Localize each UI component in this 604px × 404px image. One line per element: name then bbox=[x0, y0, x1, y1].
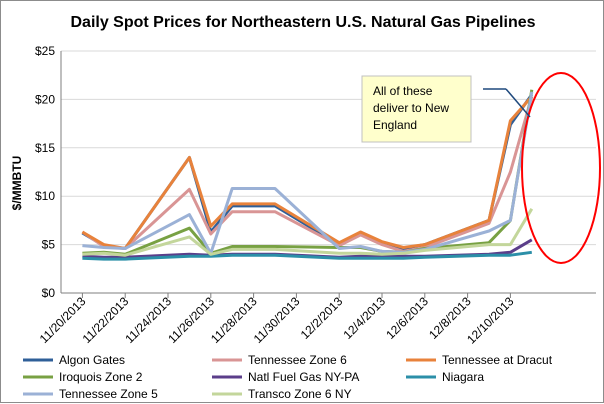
callout-line: All of these bbox=[373, 84, 433, 98]
y-tick-label: $0 bbox=[42, 286, 56, 300]
legend-label: Tennessee Zone 5 bbox=[59, 387, 158, 401]
x-tick-label: 12/10/2013 bbox=[464, 294, 517, 347]
callout-line: England bbox=[373, 118, 417, 132]
y-tick-label: $5 bbox=[42, 238, 56, 252]
callout-arrow-pointer bbox=[505, 88, 531, 118]
series-line-6 bbox=[82, 250, 533, 261]
x-tick-label: 12/2/2013 bbox=[298, 294, 346, 342]
x-tick-label: 12/6/2013 bbox=[383, 294, 431, 342]
highlight-ellipse bbox=[521, 72, 601, 264]
callout-line: deliver to New bbox=[373, 101, 449, 115]
legend-label: Iroquois Zone 2 bbox=[59, 370, 143, 384]
chart-title: Daily Spot Prices for Northeastern U.S. … bbox=[70, 14, 535, 31]
legend-label: Transco Zone 6 NY bbox=[248, 387, 352, 401]
legend-label: Tennessee at Dracut bbox=[442, 353, 553, 367]
legend: Algon Gates Tennessee Zone 6 Tennessee at … bbox=[23, 353, 553, 401]
y-axis-label: $/MMBTU bbox=[10, 156, 24, 211]
legend-label: Tennessee Zone 6 bbox=[248, 353, 347, 367]
series-line-8 bbox=[82, 208, 534, 257]
legend-label: Niagara bbox=[442, 370, 484, 384]
y-tick-label: $25 bbox=[35, 44, 55, 58]
series-line-2 bbox=[81, 96, 534, 253]
x-tick-label: 11/30/2013 bbox=[251, 294, 303, 346]
series-line-3 bbox=[81, 95, 533, 250]
legend-label: Natl Fuel Gas NY-PA bbox=[248, 370, 359, 384]
y-tick-label: $10 bbox=[35, 189, 55, 203]
annotation: All of these deliver to New England bbox=[361, 72, 601, 264]
callout-text: All of these deliver to New England bbox=[373, 84, 449, 132]
legend-label: Algon Gates bbox=[59, 353, 125, 367]
callout-box bbox=[361, 75, 472, 143]
x-tick-label: 12/4/2013 bbox=[340, 294, 388, 342]
series-line-7 bbox=[82, 91, 534, 255]
axes: $0$5$10$15$20$2511/20/201311/22/201311/2… bbox=[35, 44, 596, 347]
y-tick-label: $15 bbox=[35, 141, 55, 155]
y-tick-label: $20 bbox=[35, 92, 55, 106]
series-lines bbox=[81, 89, 534, 261]
